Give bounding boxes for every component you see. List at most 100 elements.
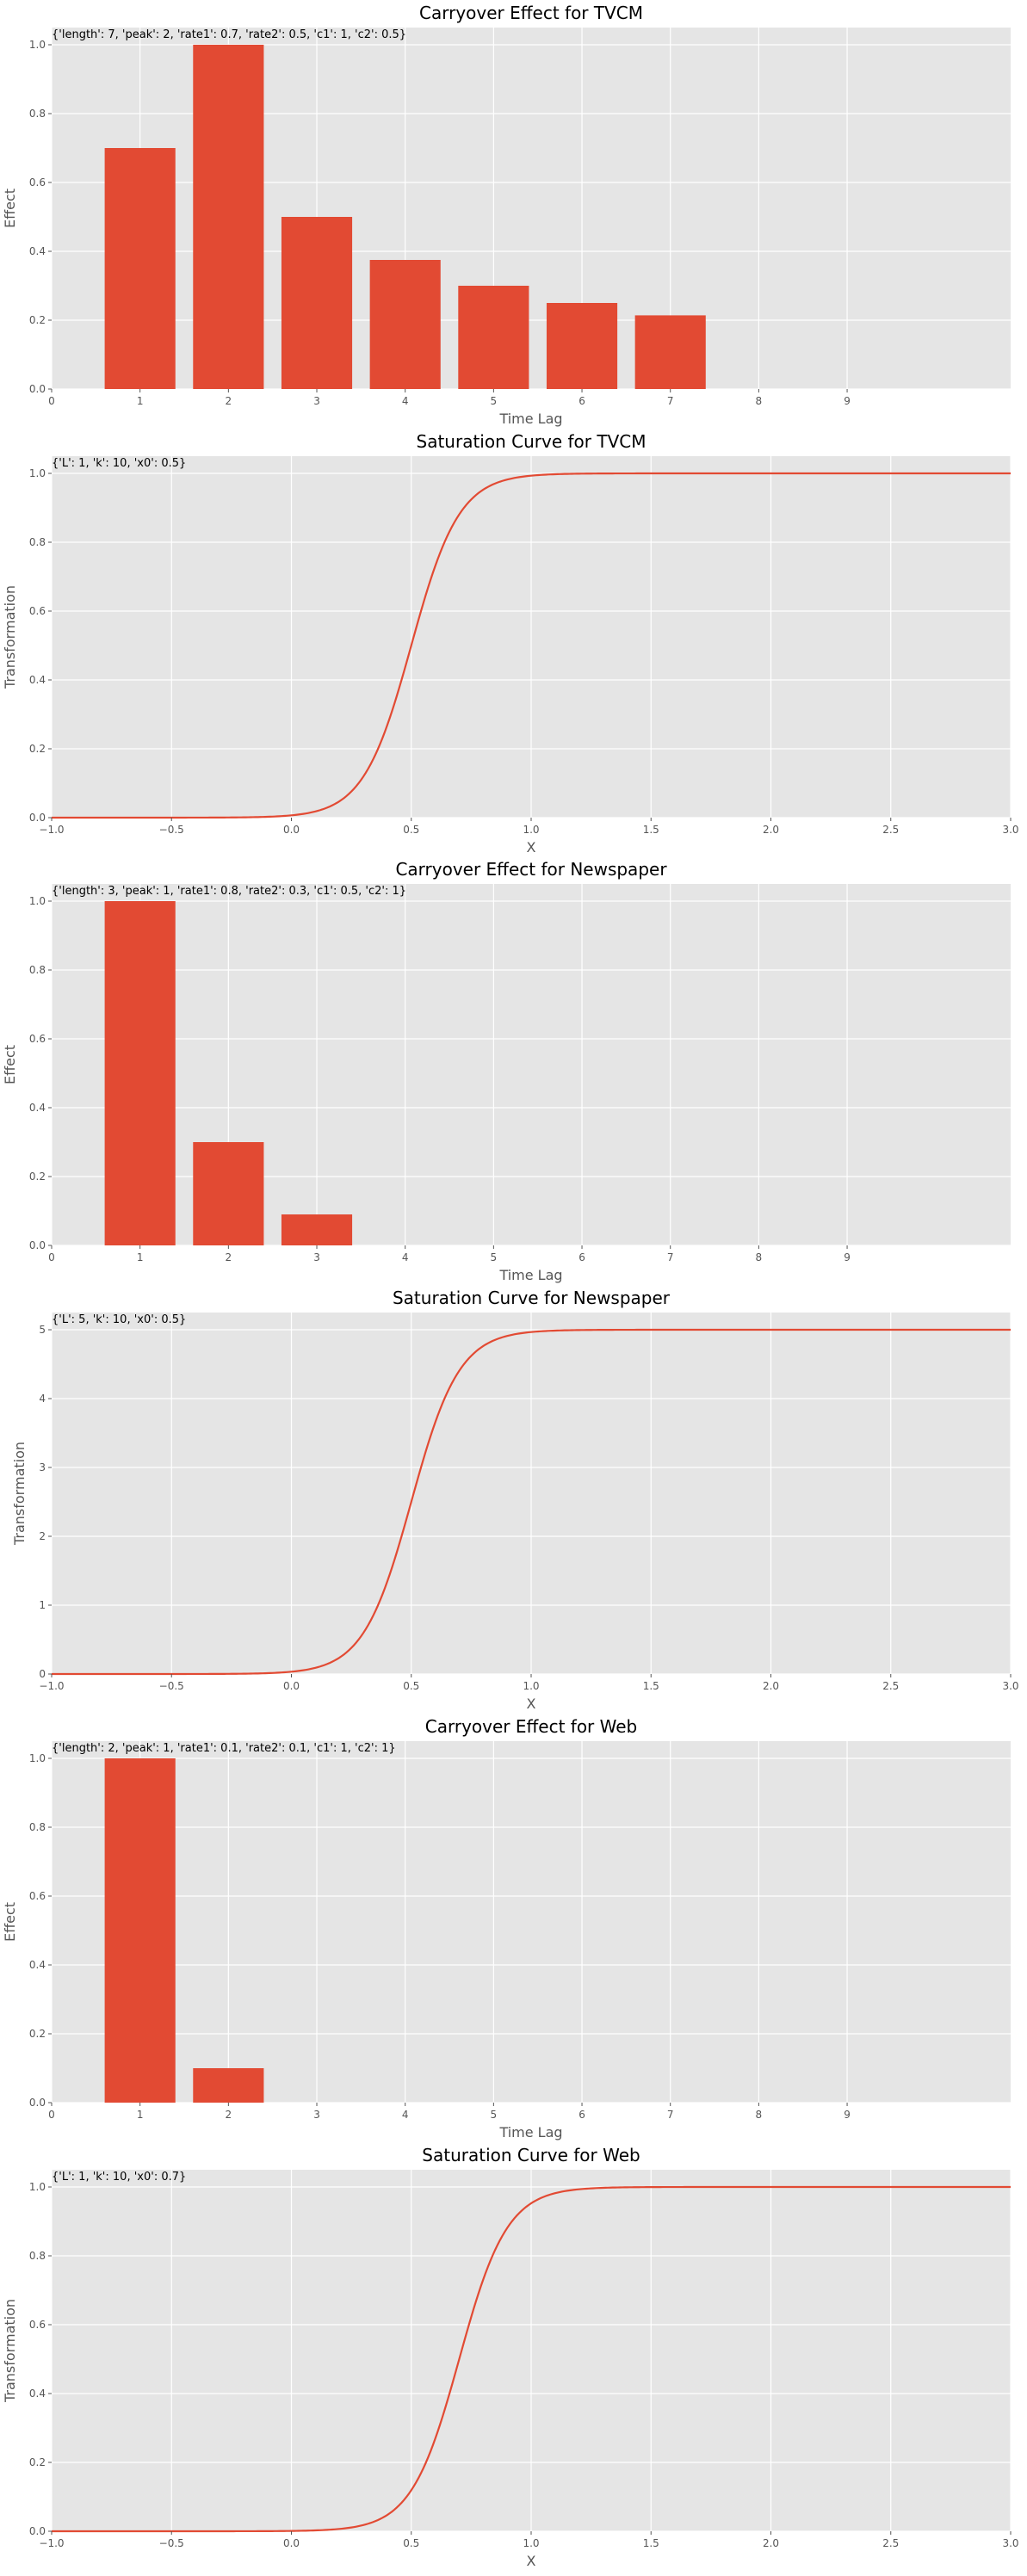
y-tick-label: 0.6 bbox=[29, 1033, 46, 1045]
x-tick-label: 8 bbox=[756, 395, 763, 407]
x-tick-label: 3.0 bbox=[1002, 824, 1018, 836]
x-tick-label: 2.5 bbox=[882, 824, 899, 836]
bar-5 bbox=[458, 286, 529, 389]
chart-panel-5: 0 1 2 3 4 5 6 7 8 9 0.0 0.2 0.4 0.6 0.8 1.0 Carryover Ef… bbox=[2, 1716, 1011, 2140]
x-tick-label: 4 bbox=[402, 395, 409, 407]
y-tick-label: 0.0 bbox=[29, 2097, 46, 2109]
x-axis-label: X bbox=[527, 1696, 536, 1712]
y-tick-label: 0.8 bbox=[29, 964, 46, 976]
x-tick-label: 1.0 bbox=[523, 2537, 539, 2549]
saturation-line bbox=[52, 2185, 1011, 2533]
y-axis-label: Transformation bbox=[2, 585, 18, 689]
y-tick-label: 0 bbox=[39, 1668, 46, 1680]
y-axis-label: Effect bbox=[2, 1045, 18, 1084]
y-tick-label: 0.6 bbox=[29, 605, 46, 617]
x-tick-label: 9 bbox=[844, 1251, 851, 1263]
x-tick-label: 5 bbox=[491, 1251, 498, 1263]
x-tick-label: 0.5 bbox=[403, 1680, 419, 1692]
y-tick-label: 0.8 bbox=[29, 2250, 46, 2262]
x-tick-label: −0.5 bbox=[159, 2537, 184, 2549]
bar-2 bbox=[193, 1142, 264, 1245]
x-tick-label: 4 bbox=[402, 2109, 409, 2121]
y-tick-label: 0.0 bbox=[29, 812, 46, 824]
x-tick-label: 1.5 bbox=[643, 2537, 659, 2549]
bar-4 bbox=[369, 260, 441, 389]
x-tick-label: −0.5 bbox=[159, 1680, 184, 1692]
x-tick-label: 7 bbox=[667, 1251, 674, 1263]
x-tick-label: 8 bbox=[756, 1251, 763, 1263]
bar-2 bbox=[193, 2068, 264, 2103]
x-tick-label: 0 bbox=[48, 2109, 55, 2121]
x-axis-label: Time Lag bbox=[498, 2124, 562, 2140]
x-tick-label: 4 bbox=[402, 1251, 409, 1263]
saturation-line bbox=[52, 1328, 1011, 1676]
chart-title: Carryover Effect for Web bbox=[425, 1716, 637, 1737]
x-tick-label: 7 bbox=[667, 395, 674, 407]
params-annotation: {'length': 7, 'peak': 2, 'rate1': 0.7, '… bbox=[52, 28, 406, 41]
bar-1 bbox=[104, 148, 176, 389]
x-tick-label: 0.5 bbox=[403, 824, 419, 836]
y-tick-label: 0.8 bbox=[29, 108, 46, 120]
saturation-line bbox=[52, 472, 1011, 819]
y-tick-label: 0.2 bbox=[29, 2028, 46, 2040]
chart-title: Carryover Effect for Newspaper bbox=[395, 859, 667, 880]
x-tick-label: 9 bbox=[844, 395, 851, 407]
y-tick-label: 0.4 bbox=[29, 1102, 46, 1114]
y-tick-label: 5 bbox=[39, 1324, 46, 1336]
x-tick-label: 2 bbox=[226, 1251, 232, 1263]
x-tick-label: −1.0 bbox=[39, 1680, 64, 1692]
chart-title: Saturation Curve for Web bbox=[422, 2145, 640, 2165]
params-annotation: {'length': 2, 'peak': 1, 'rate1': 0.1, '… bbox=[52, 1742, 396, 1755]
chart-title: Carryover Effect for TVCM bbox=[419, 3, 643, 23]
x-tick-label: 2.5 bbox=[882, 1680, 899, 1692]
x-tick-label: 3.0 bbox=[1002, 1680, 1018, 1692]
x-tick-label: 6 bbox=[578, 395, 585, 407]
y-axis-label: Effect bbox=[2, 188, 18, 228]
x-tick-label: 1 bbox=[137, 395, 144, 407]
x-tick-label: 1 bbox=[137, 1251, 144, 1263]
x-tick-label: 0 bbox=[48, 1251, 55, 1263]
chart-title: Saturation Curve for Newspaper bbox=[393, 1288, 671, 1308]
x-tick-label: 5 bbox=[491, 2109, 498, 2121]
x-axis-label: X bbox=[527, 839, 536, 856]
y-axis-label: Transformation bbox=[2, 2299, 18, 2403]
bar-2 bbox=[193, 45, 264, 389]
params-annotation: {'L': 5, 'k': 10, 'x0': 0.5} bbox=[52, 1313, 186, 1326]
x-tick-label: 3.0 bbox=[1002, 2537, 1018, 2549]
y-tick-label: 0.0 bbox=[29, 383, 46, 395]
y-axis-label: Effect bbox=[2, 1902, 18, 1942]
y-tick-label: 3 bbox=[39, 1461, 46, 1473]
y-tick-label: 0.6 bbox=[29, 2319, 46, 2331]
y-tick-label: 1.0 bbox=[29, 39, 46, 51]
x-tick-label: 0.0 bbox=[283, 1680, 300, 1692]
x-tick-label: 2.5 bbox=[882, 2537, 899, 2549]
y-axis-label: Transformation bbox=[11, 1442, 28, 1546]
bar-1 bbox=[104, 1758, 176, 2103]
x-tick-label: 3 bbox=[313, 395, 320, 407]
y-tick-label: 0.4 bbox=[29, 1959, 46, 1971]
x-tick-label: −1.0 bbox=[39, 824, 64, 836]
x-tick-label: 1.0 bbox=[523, 824, 539, 836]
bar-1 bbox=[104, 901, 176, 1245]
x-tick-label: 1 bbox=[137, 2109, 144, 2121]
y-tick-label: 0.8 bbox=[29, 536, 46, 548]
x-tick-label: 7 bbox=[667, 2109, 674, 2121]
bar-7 bbox=[634, 315, 706, 389]
x-tick-label: 1.0 bbox=[523, 1680, 539, 1692]
x-axis-label: X bbox=[527, 2553, 536, 2569]
x-tick-label: 9 bbox=[844, 2109, 851, 2121]
x-tick-label: −0.5 bbox=[159, 824, 184, 836]
plot-area bbox=[52, 1741, 1011, 2103]
x-axis-label: Time Lag bbox=[498, 1267, 562, 1283]
y-tick-label: 0.8 bbox=[29, 1821, 46, 1833]
x-axis-label: Time Lag bbox=[498, 411, 562, 427]
x-tick-label: 2 bbox=[226, 2109, 232, 2121]
x-tick-label: 0.0 bbox=[283, 2537, 300, 2549]
y-tick-label: 0.2 bbox=[29, 743, 46, 755]
bar-6 bbox=[546, 303, 618, 389]
params-annotation: {'L': 1, 'k': 10, 'x0': 0.7} bbox=[52, 2171, 186, 2184]
x-tick-label: 1.5 bbox=[643, 824, 659, 836]
x-tick-label: 0.0 bbox=[283, 824, 300, 836]
chart-panel-6: −1.0 −0.5 0.0 0.5 1.0 1.5 2.0 2.5 3.0 0.0 0.2 0.4 0.… bbox=[2, 2145, 1019, 2569]
x-tick-label: 2.0 bbox=[763, 2537, 779, 2549]
